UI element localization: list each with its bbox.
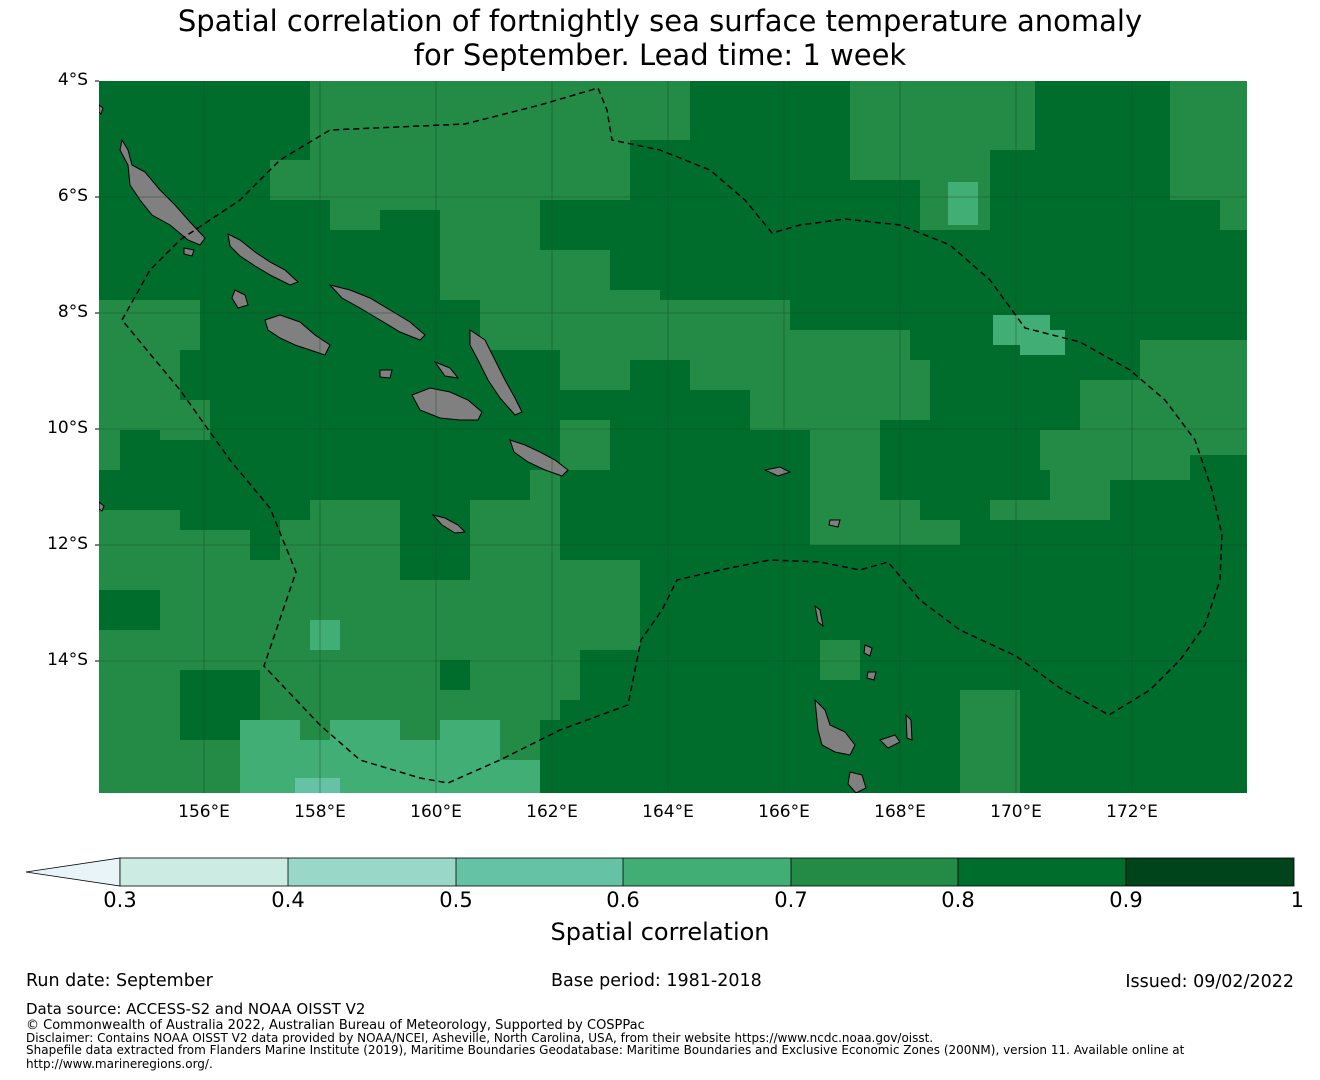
small-island-11 xyxy=(99,501,105,512)
solomon-islands-eez xyxy=(121,87,1223,784)
issued-date: Issued: 09/02/2022 xyxy=(1125,972,1294,992)
disclaimer: Disclaimer: Contains NOAA OISST V2 data … xyxy=(26,1031,934,1045)
x-tick-label-158e: 158°E xyxy=(294,802,346,822)
espiritu-santo-island xyxy=(814,698,856,756)
small-island-5 xyxy=(905,713,913,741)
x-tick-label-160e: 160°E xyxy=(410,802,462,822)
x-tick-label-168e: 168°E xyxy=(874,802,926,822)
x-tick-label-162e: 162°E xyxy=(526,802,578,822)
y-tick-label-4s: 4°S xyxy=(57,70,88,90)
colorbar-bin-0.8-0.9 xyxy=(958,858,1126,886)
y-tick-label-10s: 10°S xyxy=(47,418,88,438)
colorbar-tick-0.6: 0.6 xyxy=(606,888,640,912)
colorbar-tick-0.3: 0.3 xyxy=(103,888,137,912)
correlation-0.8-0.9-region xyxy=(99,470,1050,740)
colorbar-tick-0.8: 0.8 xyxy=(941,888,975,912)
eez-boundaries xyxy=(121,87,1223,784)
shapefile-url: http://www.marineregions.org/. xyxy=(26,1057,213,1071)
colorbar-bin-0.3-0.4 xyxy=(120,858,288,886)
x-tick-label-170e: 170°E xyxy=(990,802,1042,822)
small-island-2 xyxy=(828,519,841,528)
small-island-6 xyxy=(847,771,867,793)
small-island-10 xyxy=(99,104,104,115)
data-source: Data source: ACCESS-S2 and NOAA OISST V2 xyxy=(26,1000,366,1018)
colorbar-bin-0.4-0.5 xyxy=(288,858,456,886)
colorbar-bin-0.5-0.6 xyxy=(456,858,623,886)
correlation-map xyxy=(25,80,1295,887)
small-island-3 xyxy=(863,644,873,657)
y-tick-label-14s: 14°S xyxy=(47,650,88,670)
small-island-9 xyxy=(183,247,195,257)
x-tick-label-156e: 156°E xyxy=(178,802,230,822)
colorbar xyxy=(25,857,1295,887)
small-island-4 xyxy=(866,671,877,681)
choiseul-island xyxy=(227,233,299,286)
santa-isabel-island xyxy=(328,284,426,341)
colorbar-outline xyxy=(119,857,1295,887)
colorbar-bin-0.9-1 xyxy=(1126,858,1294,886)
y-axis-ticks xyxy=(95,80,99,662)
colorbar-label: Spatial correlation xyxy=(550,918,770,946)
x-tick-label-166e: 166°E xyxy=(758,802,810,822)
y-tick-label-8s: 8°S xyxy=(57,302,88,322)
run-date: Run date: September xyxy=(26,971,213,991)
copyright-notice: © Commonwealth of Australia 2022, Austra… xyxy=(26,1018,645,1033)
map-title-line-1: Spatial correlation of fortnightly sea s… xyxy=(177,4,1143,38)
correlation-0.6-0.7-region xyxy=(240,182,1065,793)
colorbar-under-extend xyxy=(25,857,121,887)
x-tick-label-164e: 164°E xyxy=(642,802,694,822)
correlation-field xyxy=(99,81,1247,793)
malaita-island xyxy=(469,329,523,416)
vella-lavella-island xyxy=(231,289,249,309)
colorbar-bin-0.7-0.8 xyxy=(791,858,958,886)
y-tick-label-6s: 6°S xyxy=(57,186,88,206)
y-tick-label-12s: 12°S xyxy=(47,534,88,554)
small-island-8 xyxy=(433,360,460,379)
small-island-7 xyxy=(379,369,393,379)
map-title-line-2: for September. Lead time: 1 week xyxy=(413,38,907,72)
small-island-12 xyxy=(814,604,824,628)
colorbar-tick-0.4: 0.4 xyxy=(271,888,305,912)
colorbar-tick-0.9: 0.9 xyxy=(1109,888,1143,912)
bougainville-island xyxy=(119,138,206,246)
colorbar-bin-0.6-0.7 xyxy=(623,858,791,886)
makira-island xyxy=(509,439,569,477)
shapefile-credit: Shapefile data extracted from Flanders M… xyxy=(26,1043,1185,1057)
correlation-0.5-0.6-region xyxy=(295,778,340,793)
new-georgia-island xyxy=(264,314,331,356)
graticule xyxy=(99,81,1247,793)
guadalcanal-island xyxy=(411,387,483,421)
colorbar-tick-1: 1 xyxy=(1290,888,1304,912)
base-period: Base period: 1981-2018 xyxy=(551,971,762,991)
colorbar-tick-0.7: 0.7 xyxy=(774,888,808,912)
land-masses xyxy=(99,104,913,793)
x-tick-label-172e: 172°E xyxy=(1106,802,1158,822)
rennell-island xyxy=(431,514,467,534)
colorbar-tick-0.5: 0.5 xyxy=(439,888,473,912)
